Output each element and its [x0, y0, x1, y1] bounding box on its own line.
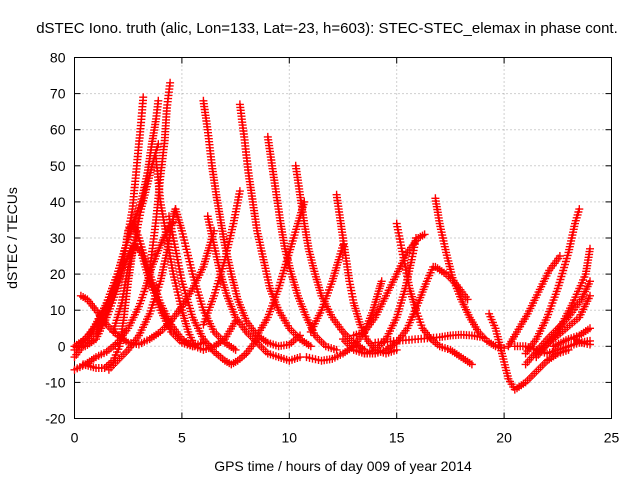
chart-title: dSTEC Iono. truth (alic, Lon=133, Lat=-2…	[36, 20, 618, 37]
series-arc22	[306, 241, 347, 336]
x-tick-label: 5	[178, 430, 186, 446]
series-arc18	[263, 132, 341, 354]
x-tick-label: 20	[496, 430, 512, 446]
series-arc15	[203, 212, 304, 365]
data-point	[300, 197, 309, 206]
data-point	[392, 345, 401, 354]
data-point	[339, 241, 347, 250]
data-point	[586, 244, 594, 253]
data-point	[306, 342, 315, 351]
y-tick-label: 10	[50, 302, 66, 318]
y-tick-label: 40	[50, 194, 66, 210]
y-tick-label: 0	[58, 338, 66, 354]
y-tick-label: 20	[50, 266, 66, 282]
x-tick-label: 15	[389, 430, 405, 446]
series-arc27	[349, 230, 429, 340]
series-arc16	[235, 100, 315, 351]
x-axis-label: GPS time / hours of day 009 of year 2014	[214, 458, 472, 474]
data-point	[332, 345, 341, 354]
series-arc37	[532, 291, 594, 358]
y-tick-label: 60	[50, 122, 66, 138]
data-point	[463, 295, 472, 304]
data-point	[575, 205, 584, 214]
y-tick-label: 50	[50, 158, 66, 174]
series-arc17	[199, 187, 244, 329]
x-axis: 0 5 10 15 20 25	[71, 57, 620, 446]
data-point	[135, 246, 144, 255]
x-tick-label: 25	[604, 430, 620, 446]
data-point	[586, 340, 594, 349]
y-tick-label: -20	[45, 411, 65, 427]
data-point	[555, 252, 564, 260]
y-axis-label: dSTEC / TECUs	[4, 187, 20, 289]
grid	[74, 57, 612, 419]
x-tick-label: 10	[282, 430, 298, 446]
y-tick-label: 30	[50, 230, 66, 246]
y-axis: -20 -10 0 10 20 30 40 50 60 70 80	[45, 50, 612, 427]
x-tick-label: 0	[71, 430, 79, 446]
series-arc30	[431, 262, 472, 304]
data-point	[154, 96, 163, 105]
series-arc31	[485, 309, 573, 394]
series-arc39	[571, 335, 594, 349]
data-point	[166, 78, 175, 87]
series-arc12	[165, 212, 262, 369]
y-tick-label: 80	[50, 50, 66, 66]
series-arc29	[371, 330, 487, 347]
series-arc20	[253, 197, 309, 340]
data-point	[139, 93, 148, 102]
data-point	[586, 324, 594, 333]
data-point	[377, 277, 386, 286]
data-point	[231, 345, 240, 354]
data-point	[586, 277, 594, 286]
data-point	[478, 333, 487, 342]
series-arc19	[291, 161, 369, 354]
data-point	[235, 187, 244, 196]
data-points	[70, 78, 594, 394]
series-arc14	[199, 96, 304, 351]
series-arc25	[392, 219, 476, 369]
y-tick-label: 70	[50, 86, 66, 102]
y-tick-label: -10	[45, 374, 65, 390]
data-point	[420, 230, 429, 239]
data-point	[586, 291, 594, 300]
series-arc9	[109, 241, 208, 351]
data-point	[467, 360, 476, 369]
